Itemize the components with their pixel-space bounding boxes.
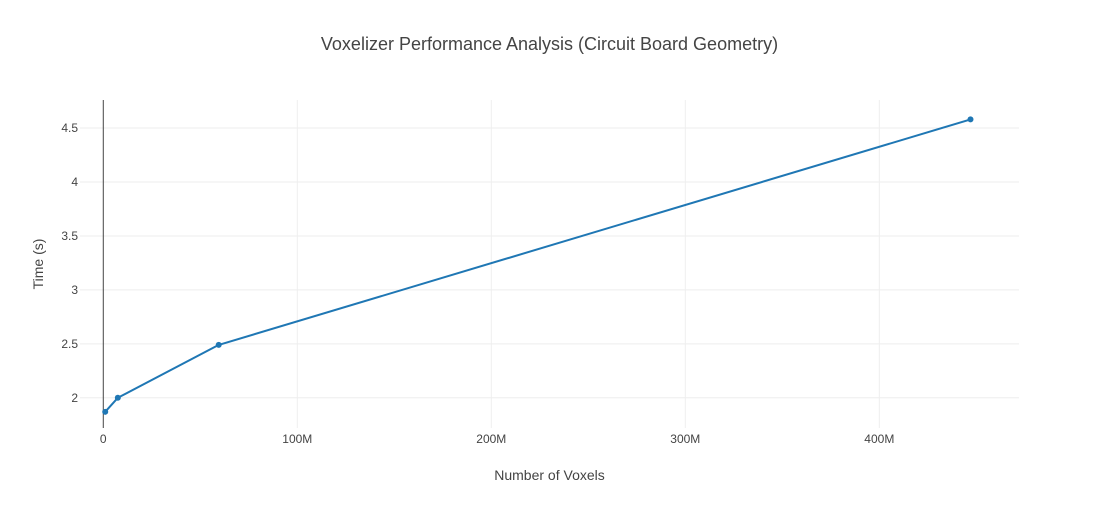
x-tick-label: 100M bbox=[282, 432, 312, 446]
x-tick-label: 0 bbox=[100, 432, 107, 446]
data-point bbox=[114, 394, 121, 401]
chart-title: Voxelizer Performance Analysis (Circuit … bbox=[321, 34, 778, 54]
series-layer bbox=[102, 116, 974, 415]
x-axis-title: Number of Voxels bbox=[494, 467, 605, 483]
grid-layer bbox=[80, 100, 1019, 428]
data-point bbox=[967, 116, 974, 123]
y-tick-label: 4.5 bbox=[61, 121, 78, 135]
data-point bbox=[215, 341, 222, 348]
y-tick-label: 2 bbox=[71, 391, 78, 405]
y-axis-title: Time (s) bbox=[30, 239, 46, 290]
data-point bbox=[102, 408, 109, 415]
y-tick-label: 3.5 bbox=[61, 229, 78, 243]
series-line bbox=[104, 118, 972, 413]
y-tick-label: 4 bbox=[71, 175, 78, 189]
x-tick-label: 200M bbox=[476, 432, 506, 446]
y-tick-label: 3 bbox=[71, 283, 78, 297]
x-tick-label: 400M bbox=[864, 432, 894, 446]
x-tick-label: 300M bbox=[670, 432, 700, 446]
y-tick-label: 2.5 bbox=[61, 337, 78, 351]
tick-label-layer: 2 2.5 3 3.5 4 4.5 0 100M 200M 300M 400M bbox=[61, 121, 894, 446]
